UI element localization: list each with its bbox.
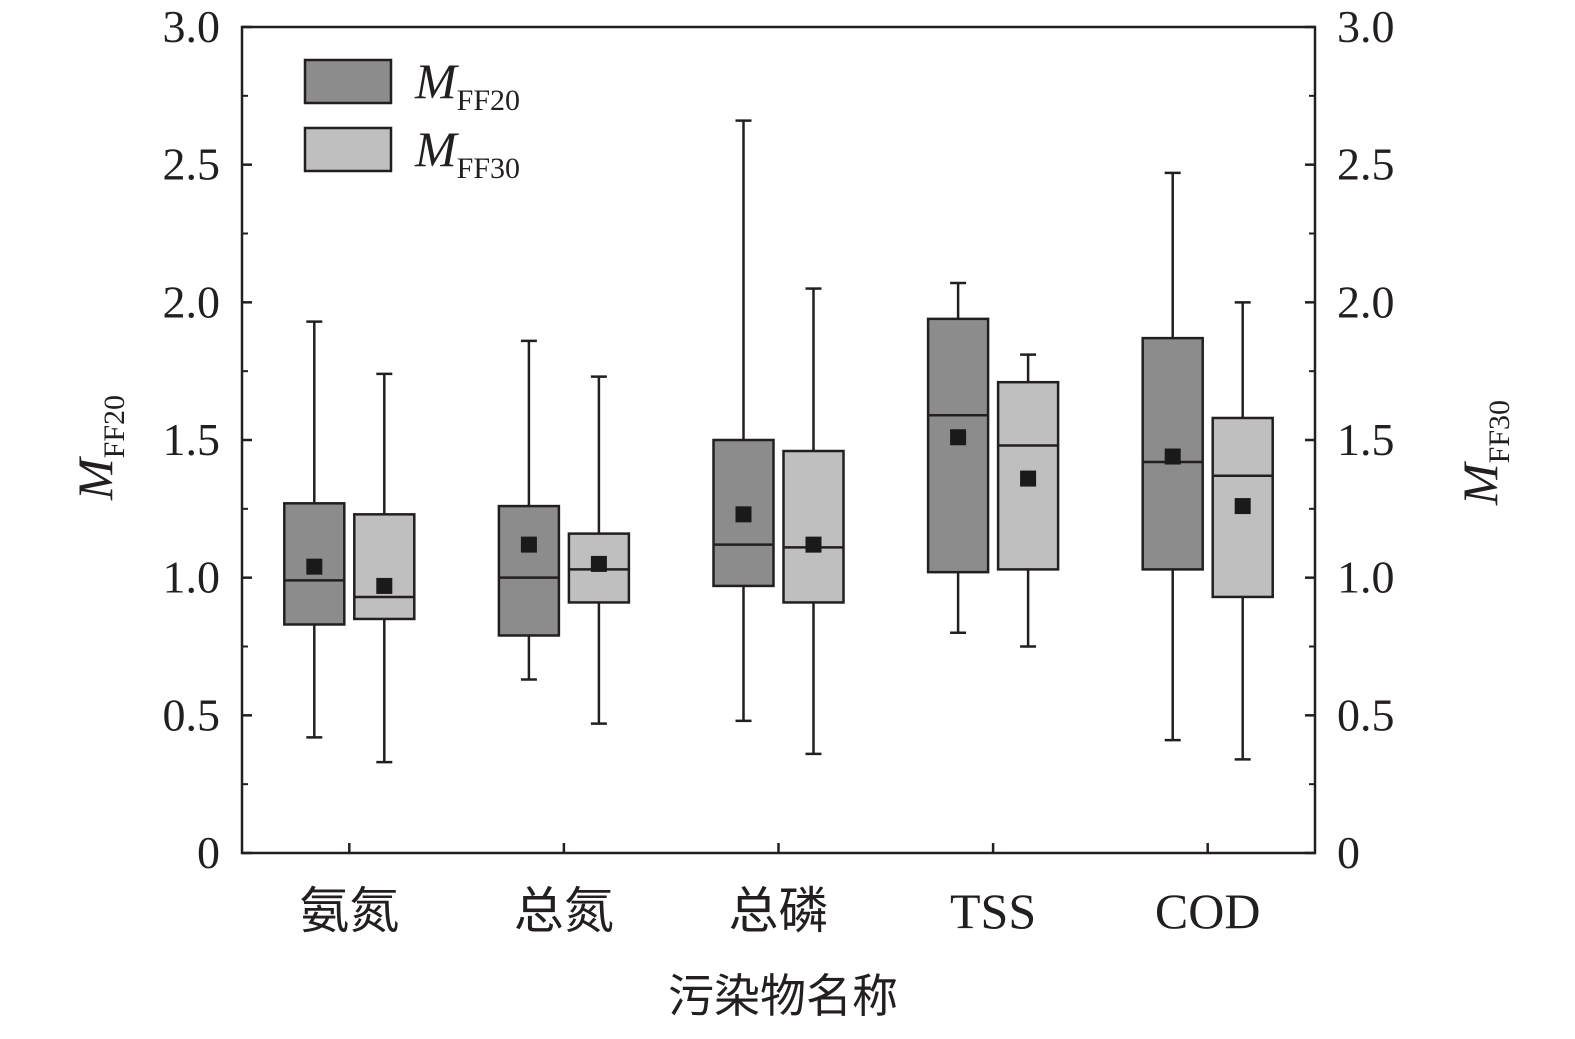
box-总氮-FF30 [567, 375, 631, 725]
legend: MFF20 MFF30 [303, 53, 520, 185]
mean-marker [1234, 498, 1251, 515]
x-tick-label: 总磷 [729, 883, 829, 939]
mean-marker [805, 536, 822, 553]
box-iqr [782, 449, 845, 604]
y-tick-label-right: 2.5 [1337, 139, 1395, 190]
axis-ticks: 0 0 0.5 0.5 1.0 1.0 1.5 1.5 2.0 2.0 2.5 2.5 3.0 3.0 氨氮… [163, 1, 1395, 939]
y-axis-title-left: MFF20 [67, 395, 131, 501]
y-tick-label-right: 2.0 [1337, 276, 1395, 327]
mean-marker [735, 506, 752, 523]
y-tick-label-left: 2.0 [163, 276, 221, 327]
box-TSS-FF30 [996, 353, 1060, 648]
box-氨氮-FF20 [283, 320, 346, 739]
y-tick-label-right: 3.0 [1337, 1, 1395, 52]
legend-label-ff20: MFF20 [414, 53, 520, 117]
mean-marker [520, 536, 537, 553]
mean-marker [1164, 448, 1181, 465]
mean-marker [950, 429, 967, 446]
legend-swatch-ff20 [303, 58, 393, 105]
mean-marker [376, 577, 393, 594]
x-tick-label: COD [1155, 883, 1261, 939]
y-tick-label-right: 1.0 [1337, 552, 1395, 603]
y-tick-label-left: 0 [197, 827, 220, 878]
y-tick-label-left: 3.0 [163, 1, 221, 52]
box-iqr [926, 317, 990, 574]
box-TSS-FF20 [926, 281, 990, 634]
box-COD-FF20 [1141, 171, 1204, 742]
y-axis-title-right: MFF30 [1452, 400, 1516, 506]
mean-marker [1020, 470, 1037, 487]
boxes [283, 119, 1274, 764]
box-总磷-FF20 [712, 119, 775, 723]
box-氨氮-FF30 [353, 372, 416, 764]
x-tick-label: 总氮 [514, 883, 614, 939]
x-axis-title: 污染物名称 [668, 969, 898, 1023]
x-tick-label: TSS [950, 883, 1036, 939]
mean-marker [590, 555, 607, 572]
y-tick-label-left: 1.5 [163, 414, 221, 465]
y-tick-label-left: 2.5 [163, 139, 221, 190]
box-iqr [353, 513, 416, 621]
y-tick-label-right: 0 [1337, 827, 1360, 878]
box-总氮-FF20 [497, 339, 561, 681]
y-tick-label-right: 1.5 [1337, 414, 1395, 465]
y-tick-label-left: 1.0 [163, 552, 221, 603]
box-COD-FF30 [1211, 301, 1274, 761]
box-iqr [497, 504, 561, 637]
legend-swatch-ff30 [303, 126, 393, 173]
mean-marker [306, 558, 323, 575]
box-总磷-FF30 [782, 287, 845, 756]
y-tick-label-left: 0.5 [163, 689, 221, 740]
legend-label-ff30: MFF30 [414, 121, 520, 185]
x-tick-label: 氨氮 [299, 883, 399, 939]
y-tick-label-right: 0.5 [1337, 689, 1395, 740]
